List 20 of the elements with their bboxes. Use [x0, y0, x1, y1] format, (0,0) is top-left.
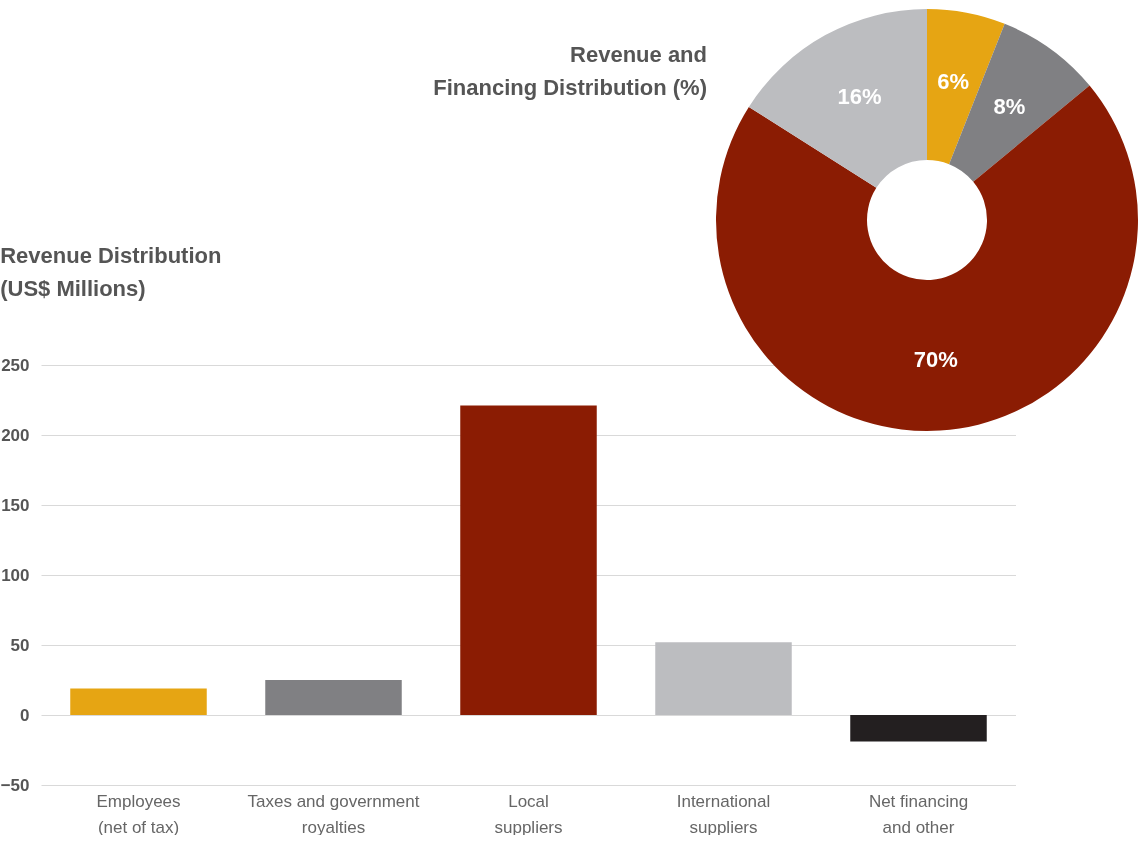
y-tick-label: 100 — [1, 565, 30, 585]
chart-title: Revenue Distribution (US$ Millions) — [0, 243, 222, 301]
y-tick-label: 150 — [1, 495, 30, 515]
bar — [70, 688, 207, 715]
text: Revenue and Financing Distribution (%) — [433, 42, 707, 100]
y-tick-label: 250 — [1, 355, 30, 375]
data-label: 8% — [993, 93, 1026, 119]
data-label: 6% — [937, 69, 970, 95]
y-tick-label: 200 — [1, 425, 30, 445]
donut-slice — [748, 9, 927, 188]
x-tick-label: Net financing and other — [868, 791, 969, 837]
data-label: 16% — [837, 84, 882, 110]
bar — [460, 405, 597, 715]
y-tick-label: 50 — [10, 635, 30, 655]
bar — [850, 715, 987, 742]
bar — [265, 680, 402, 715]
y-tick-label: −50 — [0, 775, 30, 795]
y-tick-label: 0 — [20, 705, 30, 725]
data-label: 70% — [913, 346, 958, 372]
bar — [655, 642, 792, 715]
